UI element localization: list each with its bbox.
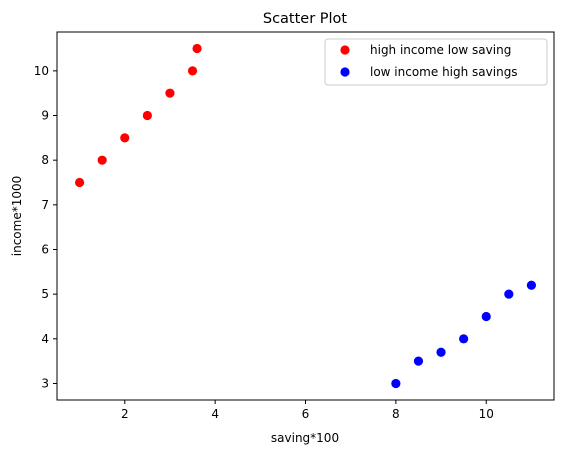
x-tick-label: 10 <box>479 407 494 421</box>
legend-label: low income high savings <box>370 65 518 79</box>
x-tick-label: 4 <box>211 407 219 421</box>
point-high-income-low-saving-0 <box>74 177 85 188</box>
point-high-income-low-saving-4 <box>165 88 175 98</box>
y-tick-label: 3 <box>41 376 49 390</box>
chart-title: Scatter Plot <box>263 11 348 27</box>
legend-box <box>324 38 548 86</box>
x-axis-ticks: 2 4 6 8 10 <box>121 400 494 421</box>
point-high-income-low-saving-3 <box>142 110 152 121</box>
point-low-income-high-savings-1 <box>413 356 424 366</box>
point-high-income-low-saving-5 <box>187 66 198 76</box>
y-tick-label: 9 <box>41 109 49 123</box>
legend-marker <box>340 67 350 77</box>
point-low-income-high-savings-6 <box>526 280 537 290</box>
point-low-income-high-savings-2 <box>436 347 446 357</box>
data-points <box>74 43 537 389</box>
legend-label: high income low saving <box>370 43 511 57</box>
y-tick-label: 7 <box>41 198 49 212</box>
y-tick-label: 4 <box>41 332 49 346</box>
point-high-income-low-saving-6 <box>192 43 202 54</box>
legend-marker <box>340 45 350 55</box>
y-tick-label: 8 <box>41 153 49 167</box>
x-axis-label: saving*100 <box>271 431 339 445</box>
y-axis-label: income*1000 <box>10 176 24 257</box>
x-tick-label: 6 <box>302 407 310 421</box>
point-low-income-high-savings-5 <box>504 289 514 299</box>
point-low-income-high-savings-4 <box>481 311 491 322</box>
y-tick-label: 5 <box>41 287 49 301</box>
point-high-income-low-saving-1 <box>97 155 107 165</box>
point-high-income-low-saving-2 <box>120 133 130 143</box>
y-tick-label: 6 <box>41 242 49 256</box>
x-tick-label: 8 <box>392 407 400 421</box>
y-axis-ticks: 3 4 5 6 7 8 9 10 <box>34 64 57 390</box>
point-low-income-high-savings-0 <box>391 378 401 389</box>
legend: high income low saving low income high sa… <box>324 38 548 86</box>
plot-frame <box>56 31 555 401</box>
point-low-income-high-savings-3 <box>459 334 469 344</box>
x-tick-label: 2 <box>121 407 129 421</box>
y-tick-label: 10 <box>34 64 49 78</box>
